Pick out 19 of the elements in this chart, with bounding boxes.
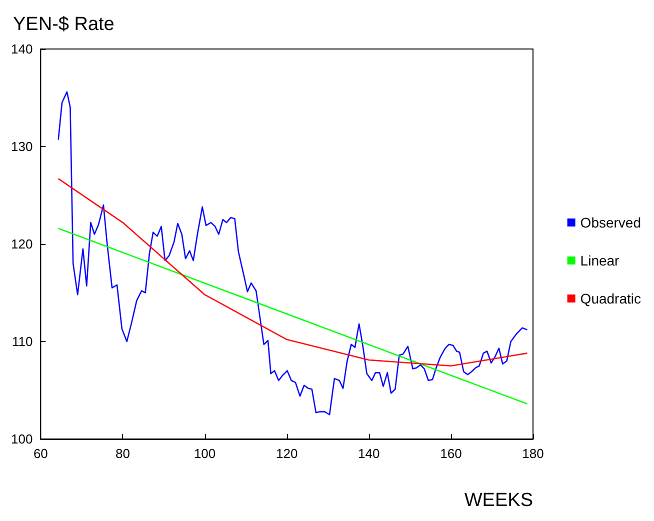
y-tick-label: 100 bbox=[10, 432, 33, 446]
line-series bbox=[58, 178, 528, 367]
x-tick-label: 120 bbox=[276, 446, 298, 461]
y-tick-label: 110 bbox=[12, 334, 33, 349]
x-tick-label: 80 bbox=[116, 446, 130, 461]
x-tick-label: 180 bbox=[522, 446, 544, 461]
chart-title: YEN-$ Rate bbox=[13, 14, 114, 35]
y-tick-label: 140 bbox=[10, 42, 33, 56]
legend-label: Observed bbox=[580, 214, 642, 230]
x-tick-label: 140 bbox=[358, 446, 380, 461]
line-series bbox=[58, 91, 528, 416]
x-tick-label: 160 bbox=[440, 446, 462, 461]
legend-label: Quadratic bbox=[580, 290, 642, 306]
x-tick-label: 100 bbox=[194, 446, 216, 461]
y-tick-label: 130 bbox=[10, 139, 33, 154]
legend-label: Linear bbox=[580, 252, 620, 268]
x-axis-title: WEEKS bbox=[464, 490, 533, 511]
x-tick-label: 60 bbox=[33, 446, 48, 461]
y-tick-label: 120 bbox=[10, 236, 33, 252]
